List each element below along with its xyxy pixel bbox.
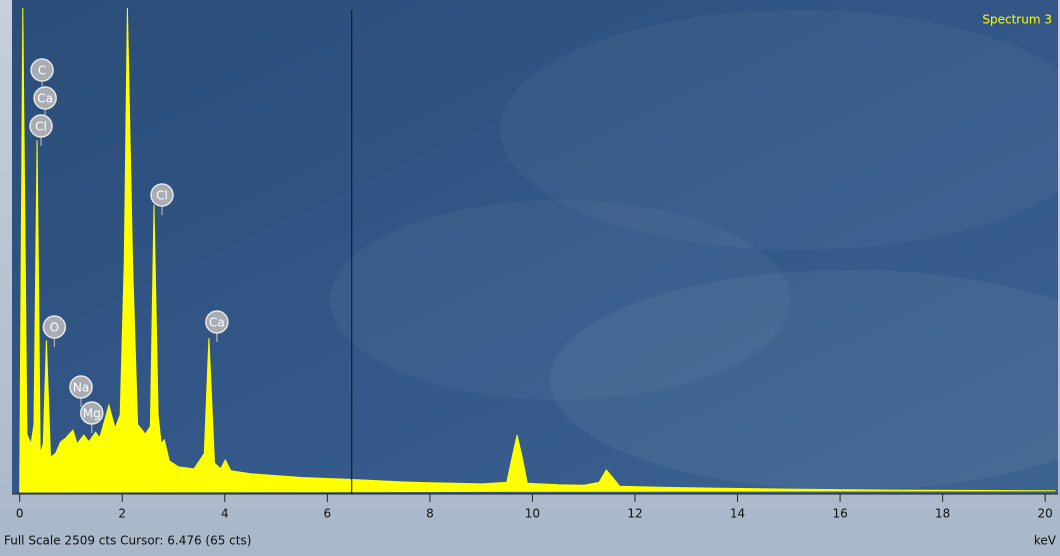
peak-label: Mg [83, 407, 101, 421]
x-tick-label: 6 [324, 507, 332, 521]
spectrum-area [19, 7, 1056, 493]
peak-label-badge [80, 401, 104, 425]
peak-label: Ca [37, 92, 53, 106]
peak-label: Cl [35, 120, 47, 134]
x-axis-label: keV [1034, 534, 1057, 548]
background-texture [330, 200, 790, 400]
peak-label-badge [30, 58, 54, 82]
spectrum-title: Spectrum 3 [982, 13, 1052, 27]
x-tick-label: 8 [426, 507, 434, 521]
peak-label-badge [69, 375, 93, 399]
x-tick-label: 4 [221, 507, 229, 521]
x-tick-label: 20 [1038, 507, 1053, 521]
background-texture [500, 10, 1060, 250]
x-tick-label: 0 [16, 507, 24, 521]
peak-label: Na [73, 381, 89, 395]
peak-label-badge [29, 114, 53, 138]
peak-label-badge [42, 315, 67, 339]
peak-label-badge [205, 310, 229, 334]
peak-label-badge [33, 86, 57, 110]
x-tick-label: 12 [627, 507, 642, 521]
peak-label-badge [150, 183, 174, 207]
status-text: Full Scale 2509 cts Cursor: 6.476 (65 ct… [4, 534, 251, 548]
x-tick-label: 18 [935, 507, 950, 521]
plot-area [12, 0, 1058, 494]
x-tick-label: 14 [730, 507, 745, 521]
x-tick-label: 16 [832, 507, 847, 521]
x-tick-label: 10 [525, 507, 540, 521]
peak-label: O [50, 321, 59, 335]
background-texture [550, 270, 1060, 490]
peak-label: Ca [209, 316, 225, 330]
x-tick-label: 2 [118, 507, 126, 521]
peak-label: C [38, 64, 46, 78]
peak-label: Cl [156, 189, 168, 203]
plot [19, 7, 1056, 494]
